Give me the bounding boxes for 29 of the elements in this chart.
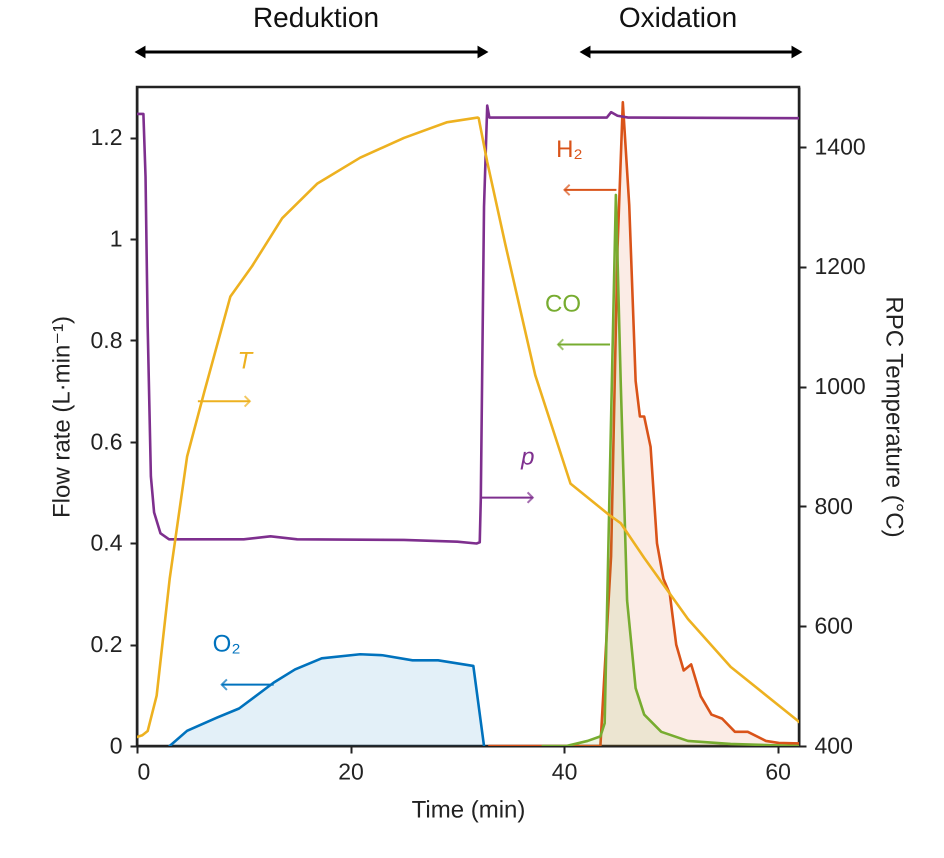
y2-tick-label: 400	[814, 732, 853, 758]
y2-axis-title: RPC Temperature (°C)	[880, 296, 908, 538]
x-tick-label: 20	[338, 758, 364, 784]
text: Reduktion	[252, 2, 380, 33]
y2-tick-label: 1200	[814, 253, 866, 280]
annotation: O₂	[212, 630, 241, 658]
line-series	[137, 116, 799, 738]
annotation: H₂	[556, 136, 583, 163]
y-tick-label: 0.2	[90, 631, 122, 658]
y2-tick-label: 1000	[814, 373, 866, 400]
y-tick-label: 0	[110, 732, 122, 758]
x-axis-title: Time (min)	[412, 796, 526, 824]
annotation: CO	[545, 290, 582, 318]
y-tick-label: 1	[110, 226, 122, 252]
y-axis-title: Flow rate (L·min⁻¹)	[48, 316, 76, 518]
annotation: p	[520, 444, 534, 471]
y-tick-label: 0.6	[90, 428, 122, 454]
line-series	[137, 104, 799, 545]
y2-tick-label: 1400	[814, 133, 866, 160]
x-tick-label: 0	[138, 758, 150, 784]
text: Oxidation	[618, 2, 738, 33]
y-tick-label: 1.2	[90, 124, 122, 150]
y2-tick-label: 800	[814, 492, 853, 519]
x-tick-label: 60	[765, 758, 791, 784]
y-tick-label: 0.4	[90, 530, 123, 556]
y2-tick-label: 600	[814, 612, 853, 639]
annotation: T	[238, 347, 255, 374]
x-tick-label: 40	[552, 758, 578, 784]
y-tick-label: 0.8	[90, 326, 122, 353]
